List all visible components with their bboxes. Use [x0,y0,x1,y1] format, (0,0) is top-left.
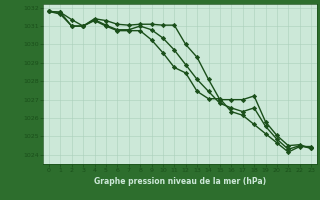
X-axis label: Graphe pression niveau de la mer (hPa): Graphe pression niveau de la mer (hPa) [94,177,266,186]
